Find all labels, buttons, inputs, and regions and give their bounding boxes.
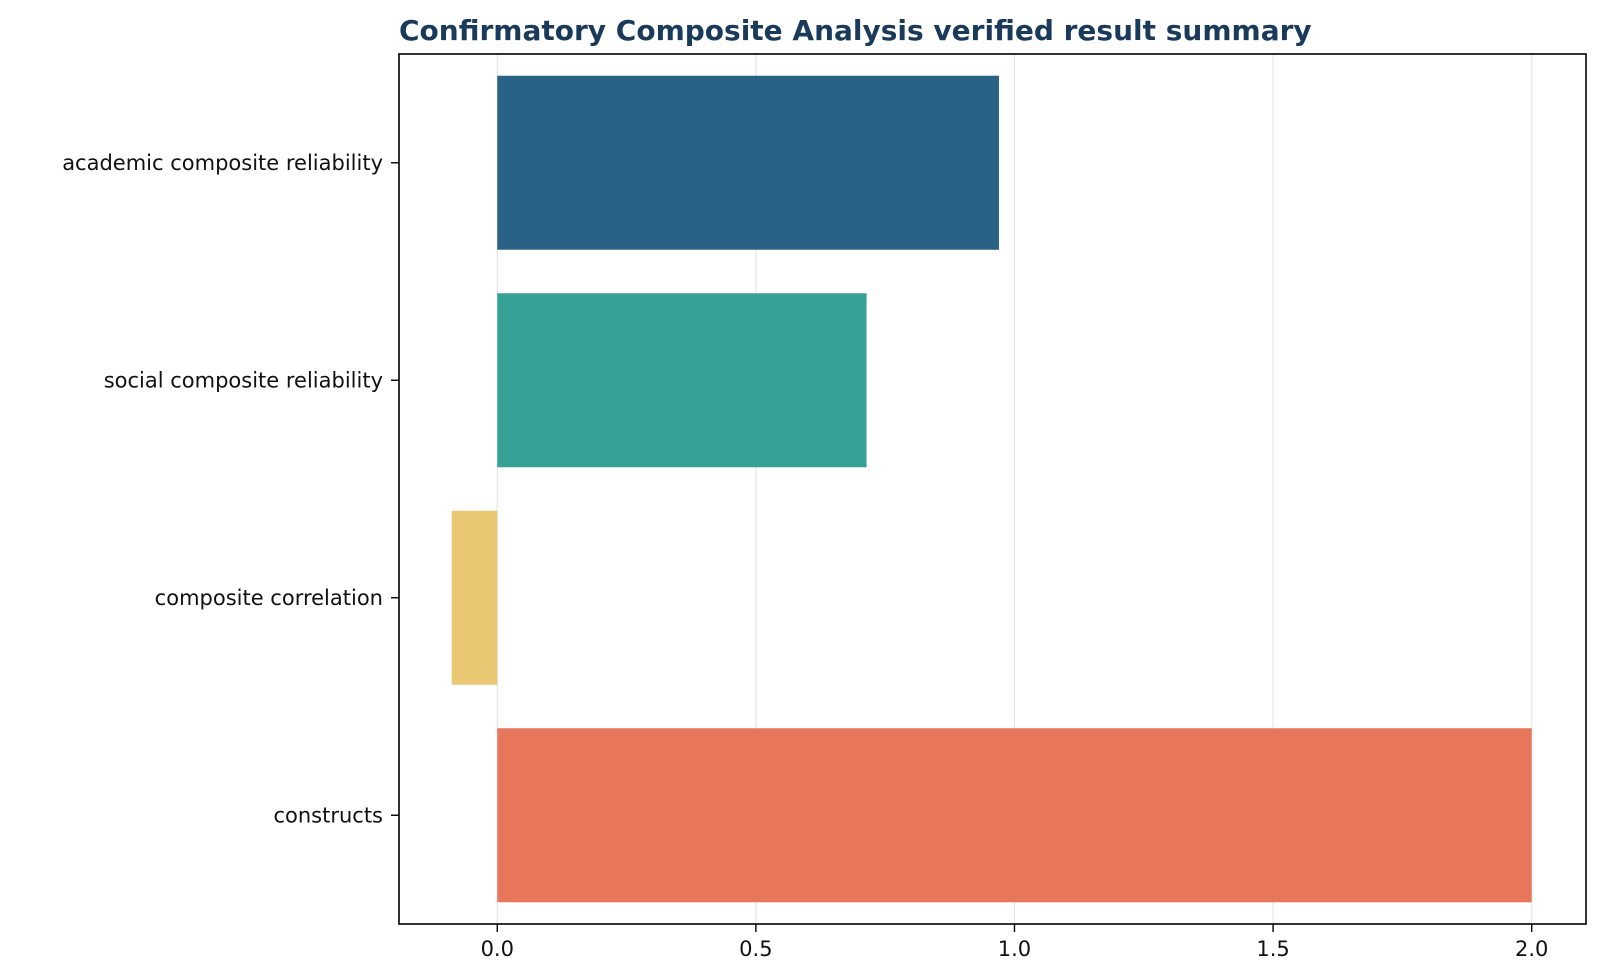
bar xyxy=(497,728,1532,903)
bar xyxy=(497,75,999,250)
y-tick-label: social composite reliability xyxy=(104,368,383,392)
y-tick-label: constructs xyxy=(273,803,383,827)
y-tick-label: academic composite reliability xyxy=(62,151,383,175)
bars xyxy=(451,75,1532,903)
x-tick-label: 1.5 xyxy=(1256,937,1289,961)
bar xyxy=(497,293,867,468)
chart-title: Confirmatory Composite Analysis verified… xyxy=(399,14,1312,47)
x-tick-label: 2.0 xyxy=(1515,937,1548,961)
x-tick-label: 0.0 xyxy=(481,937,514,961)
x-axis-ticks: 0.0 0.5 1.0 1.5 2.0 xyxy=(481,924,1548,961)
x-tick-label: 0.5 xyxy=(739,937,772,961)
plot-frame xyxy=(398,53,1587,925)
x-tick-label: 1.0 xyxy=(998,937,1031,961)
y-tick-label: composite correlation xyxy=(155,586,383,610)
bar xyxy=(451,510,498,685)
y-axis-ticks: academic composite reliability social com… xyxy=(62,151,399,827)
